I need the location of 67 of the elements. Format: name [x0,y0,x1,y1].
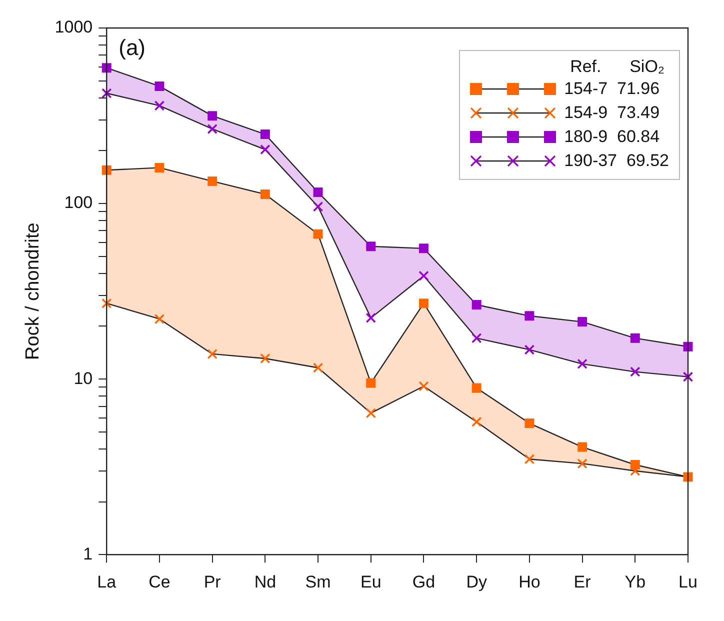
point [577,458,588,469]
annotation: (a) [118,35,146,60]
x-tick-label: Dy [466,572,488,592]
point [418,244,428,254]
point [472,383,482,393]
point [208,176,218,186]
x-tick-label: Nd [254,572,276,592]
x-tick-label: La [97,572,117,592]
point [101,298,112,308]
legend-label: 190-37 69.52 [564,151,669,171]
legend-label: 154-7 71.96 [564,79,660,99]
x-tick-label: Gd [412,572,436,592]
x-tick-label: Ho [518,572,540,592]
point [682,372,694,382]
point [471,333,482,344]
point [260,144,270,155]
point [260,130,270,140]
point [630,333,640,343]
point [208,111,218,121]
point [471,416,482,428]
point [260,189,270,199]
x-tick-label: Ce [148,572,170,592]
point [154,314,165,324]
point [260,353,270,364]
legend-label: 180-9 60.84 [564,127,660,147]
point [207,124,218,134]
point [312,362,324,373]
x-tick-label: Sm [305,572,331,592]
y-tick-label: 10 [74,368,93,388]
y-tick-label: 1000 [54,18,93,37]
legend-title: Ref. SiO₂ [570,57,666,77]
point [418,298,428,308]
point [418,381,429,392]
point [418,270,429,282]
y-axis-title: Rock / chondrite [22,222,44,360]
point [524,311,534,321]
x-tick-label: Lu [678,572,698,592]
point [630,460,640,470]
point [366,378,376,388]
point [154,162,164,172]
point [366,408,376,418]
x-tick-label: Pr [204,572,222,592]
point [366,242,376,252]
point [102,165,112,175]
x-tick-label: Er [574,572,592,592]
point [577,358,588,370]
point [578,317,588,327]
point [630,366,640,377]
point [313,187,323,197]
point [366,312,376,324]
point [102,63,112,73]
point [312,202,324,212]
point [524,454,535,464]
legend-label: 154-9 73.49 [564,103,660,123]
point [154,100,165,111]
point [313,229,323,239]
x-tick-label: Yb [624,572,646,592]
point [578,442,588,452]
y-tick-label: 100 [64,193,93,212]
point [472,300,482,310]
point [154,81,164,91]
y-tick-label: 1 [83,544,93,564]
point [101,88,112,98]
x-tick-label: Eu [360,572,382,592]
point [524,344,535,355]
point [207,348,218,360]
point [524,418,534,428]
